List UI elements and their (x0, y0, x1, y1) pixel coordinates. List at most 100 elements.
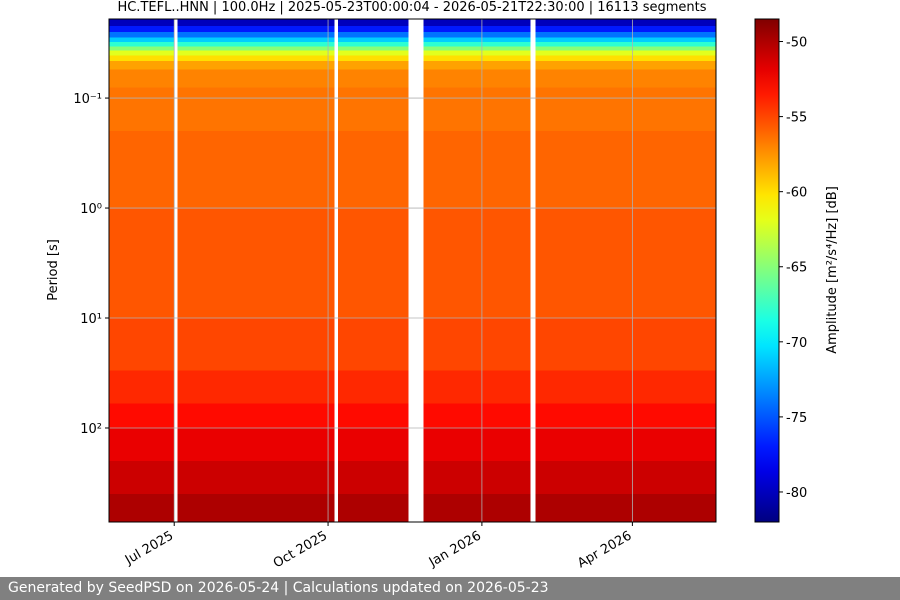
heatmap-cell (423, 427, 531, 462)
heatmap-cell (109, 55, 175, 62)
heatmap-cell (338, 42, 409, 48)
heatmap-cell (338, 50, 409, 56)
heatmap-cell (177, 494, 335, 523)
heatmap-cell (177, 461, 335, 495)
heatmap-cell (177, 25, 335, 33)
heatmap-cell (423, 69, 531, 88)
heatmap-cell (338, 208, 409, 319)
y-tick-label: 10⁰ (80, 202, 102, 217)
y-tick-label: 10⁻¹ (73, 92, 102, 107)
heatmap-cell (338, 370, 409, 405)
heatmap-cell (535, 50, 716, 56)
heatmap-cell (109, 46, 175, 52)
heatmap-cell (177, 60, 335, 71)
heatmap-cell (338, 37, 409, 43)
heatmap-cell (177, 318, 335, 371)
heatmap-cell (423, 25, 531, 33)
heatmap-cell (177, 403, 335, 429)
heatmap-cell (177, 208, 335, 319)
heatmap-cell (177, 87, 335, 132)
heatmap-cell (338, 131, 409, 209)
colorbar-tick-label: -60 (786, 186, 807, 201)
heatmap-cell (338, 69, 409, 88)
colorbar-tick-label: -65 (786, 261, 807, 276)
heatmap-cell (423, 46, 531, 52)
x-tick-label: Apr 2026 (575, 528, 634, 571)
heatmap-cell (423, 42, 531, 48)
colorbar-tick-label: -80 (786, 486, 807, 501)
y-tick-label: 10¹ (80, 312, 102, 327)
chart-title: HC.TEFL..HNN | 100.0Hz | 2025-05-23T00:0… (117, 0, 706, 15)
colorbar-tick-label: -75 (786, 411, 807, 426)
heatmap-cell (177, 131, 335, 209)
heatmap-cell (535, 19, 716, 27)
heatmap-cell (338, 19, 409, 27)
colorbar-label: Amplitude [m²/s⁴/Hz] [dB] (825, 186, 840, 354)
heatmap-cell (535, 461, 716, 495)
heatmap-cell (535, 46, 716, 52)
heatmap-cell (535, 427, 716, 462)
heatmap-cell (338, 87, 409, 132)
heatmap-cell (109, 42, 175, 48)
heatmap-cell (109, 370, 175, 405)
heatmap-cell (338, 403, 409, 429)
plot-frame (108, 18, 717, 523)
y-tick-label: 10² (80, 422, 102, 437)
heatmap-cell (109, 208, 175, 319)
heatmap-cell (535, 69, 716, 88)
heatmap-cell (535, 55, 716, 62)
colorbar-tick-label: -50 (786, 36, 807, 51)
heatmap-cell (535, 370, 716, 405)
heatmap-cell (109, 19, 175, 27)
heatmap-cell (423, 208, 531, 319)
heatmap-cell (338, 25, 409, 33)
heatmap-cell (338, 461, 409, 495)
heatmap-cell (177, 55, 335, 62)
heatmap-cell (535, 131, 716, 209)
heatmap-cell (177, 50, 335, 56)
heatmap-cell (423, 494, 531, 523)
heatmap-cell (109, 69, 175, 88)
heatmap-cell (338, 318, 409, 371)
heatmap-cell (423, 87, 531, 132)
heatmap-cell (109, 427, 175, 462)
x-tick-label: Jul 2025 (122, 528, 176, 568)
heatmap-cell (423, 370, 531, 405)
heatmap-cell (177, 42, 335, 48)
heatmap-cell (535, 403, 716, 429)
heatmap-cell (423, 19, 531, 27)
heatmap-cell (109, 25, 175, 33)
heatmap-cell (177, 19, 335, 27)
heatmap-cell (535, 494, 716, 523)
heatmap-cell (338, 60, 409, 71)
heatmap-cell (423, 50, 531, 56)
heatmap-cell (423, 31, 531, 38)
heatmap-cell (338, 55, 409, 62)
colorbar-tick-label: -55 (786, 111, 807, 126)
x-tick-label: Jan 2026 (426, 528, 484, 570)
heatmap-cell (109, 494, 175, 523)
heatmap-cell (535, 31, 716, 38)
heatmap-cell (177, 46, 335, 52)
heatmap-cell (338, 427, 409, 462)
heatmap-cell (535, 87, 716, 132)
heatmap-cell (177, 427, 335, 462)
x-tick-label: Oct 2025 (271, 528, 330, 571)
heatmap-cell (423, 55, 531, 62)
heatmap-cell (177, 370, 335, 405)
heatmap-cell (535, 25, 716, 33)
heatmap-cell (109, 60, 175, 71)
heatmap-cell (109, 50, 175, 56)
colorbar-tick-label: -70 (786, 336, 807, 351)
heatmap-cell (109, 87, 175, 132)
heatmap-cell (338, 31, 409, 38)
heatmap-cell (535, 318, 716, 371)
heatmap-cell (535, 60, 716, 71)
footer: Generated by SeedPSD on 2026-05-24 | Cal… (0, 577, 900, 600)
heatmap-cell (338, 494, 409, 523)
heatmap-cell (109, 131, 175, 209)
heatmap-cell (423, 461, 531, 495)
heatmap-cell (109, 318, 175, 371)
heatmap-cell (423, 37, 531, 43)
